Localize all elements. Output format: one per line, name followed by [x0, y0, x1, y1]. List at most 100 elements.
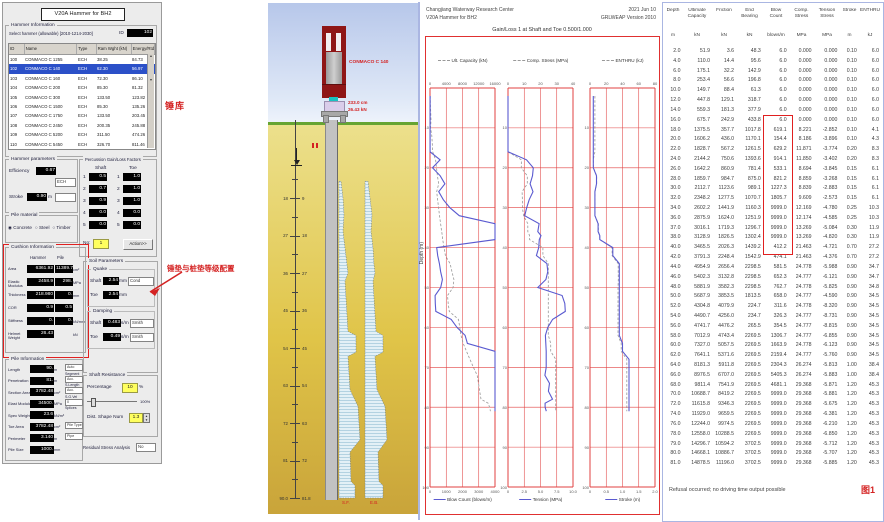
hammer-row[interactable]: 106 CONMACO C 1500 ECH 85.30 135.26: [9, 102, 155, 111]
hammer-cell: 38.25: [97, 57, 108, 62]
damping-combo-1[interactable]: Smith: [130, 319, 154, 328]
scale-minor-tick: [292, 329, 298, 331]
dist-shape-spinner[interactable]: ▲ ▼: [143, 413, 150, 423]
damping-shaft-field[interactable]: 0.483: [103, 319, 121, 327]
hammer-col-1: Name: [25, 44, 78, 54]
pileinfo-field[interactable]: 90.: [30, 365, 54, 373]
pileinfo-combo[interactable]: Acc.: [65, 375, 83, 383]
stroke-field[interactable]: 0.90: [27, 193, 47, 201]
cushion-hammer-field[interactable]: 6361.92: [27, 265, 54, 273]
results-cell: 1393.6: [744, 155, 761, 162]
gl-shaft-field[interactable]: 0.7: [89, 185, 107, 193]
pileinfo-combo[interactable]: Pile Type: [65, 421, 83, 429]
cushion-hammer-field[interactable]: 218.980: [27, 291, 54, 299]
residual-value[interactable]: No: [136, 443, 156, 452]
hammer-cell: ECH: [78, 94, 88, 100]
scale-tick: [290, 460, 300, 462]
bottom-axis-tick-label: 7.5: [553, 489, 560, 494]
gl-toe-index: 3: [117, 199, 120, 204]
results-cell: 1277.5: [718, 195, 735, 202]
pileinfo-combo[interactable]: Pipe: [65, 433, 83, 440]
damping-toe-field[interactable]: 0.49: [103, 333, 121, 341]
pileinfo-field[interactable]: 23.6: [30, 411, 54, 419]
pileinfo-combo[interactable]: Auto: [65, 364, 83, 371]
hammer-row[interactable]: 102 CONMACO C 140 ECH 62.30 56.97: [9, 64, 155, 74]
stroke-combo[interactable]: [55, 193, 76, 202]
hammer-table-scrollbar[interactable]: ▲ ▼: [147, 54, 154, 148]
gl-shaft-field[interactable]: 0.0: [89, 209, 107, 217]
pileinfo-field[interactable]: 34500.: [30, 399, 54, 408]
pileinfo-combo[interactable]: 0: [65, 398, 83, 406]
hammer-cell: CONMACO C 300: [25, 94, 61, 100]
hammer-row[interactable]: 107 CONMACO C 1750 ECH 133.50 203.45: [9, 111, 155, 120]
gl-toe-field[interactable]: 1.0: [123, 185, 141, 193]
gl-toe-field[interactable]: 0.0: [123, 209, 141, 217]
cushion-hammer-field[interactable]: 0.: [27, 317, 54, 325]
pileinfo-field[interactable]: 3782.48: [30, 388, 54, 396]
gl-shaft-field[interactable]: 0.5: [89, 173, 107, 181]
results-cell: 8.3: [871, 146, 879, 153]
hammer-row[interactable]: 104 CONMACO C 200 ECH 85.30 81.32: [9, 83, 155, 92]
quake-combo[interactable]: Cond: [128, 277, 154, 286]
hammer-id-field[interactable]: 102: [127, 29, 153, 37]
pileinfo-combo[interactable]: Acc.: [65, 387, 83, 394]
efficiency-field[interactable]: 0.67: [36, 167, 56, 175]
percentage-slider-track[interactable]: [87, 401, 137, 402]
hammer-row[interactable]: 110 CONMACO C 5450 ECH 326.70 811.46: [9, 140, 155, 149]
hammer-row[interactable]: 109 CONMACO C 5200 ECH 311.50 474.26: [9, 130, 155, 139]
pileinfo-field[interactable]: 3.140: [30, 434, 54, 442]
action-button[interactable]: Action>>: [123, 239, 153, 250]
radio-steel[interactable]: ○ Steel: [34, 225, 50, 230]
gl-toe-field[interactable]: 1.0: [123, 173, 141, 181]
damping-combo-2[interactable]: Smith: [130, 333, 154, 342]
scale-tick: [290, 273, 300, 274]
results-cell: 20.0: [670, 136, 681, 143]
cushion-pile-field[interactable]: 0.5: [55, 304, 73, 312]
legend-bottom: Stroke (m): [604, 497, 640, 502]
quake-shaft-field[interactable]: 2.54: [103, 277, 119, 285]
depth-axis-tick-label: 80: [584, 404, 589, 410]
gl-toe-field[interactable]: 1.0: [123, 197, 141, 205]
results-cell: 0.000: [798, 67, 812, 74]
hammer-row[interactable]: 100 CONMACO C 1255 ECH 38.25 84.73: [9, 55, 155, 64]
results-cell: 45.3: [868, 430, 879, 437]
results-cell: 1441.9: [718, 205, 735, 211]
cushion-pile-field[interactable]: 0.: [55, 291, 73, 299]
helmet-leg-right: [340, 114, 346, 123]
radio-timber[interactable]: ○ Timber: [52, 225, 71, 230]
depth-axis-tick-label: 40: [502, 245, 507, 251]
hammer-type-combo[interactable]: ECH: [55, 178, 76, 187]
results-cell: 6.0: [673, 67, 681, 74]
gl-no-field[interactable]: 1: [93, 239, 109, 249]
cushion-pile-field[interactable]: 0.: [55, 317, 73, 325]
pileinfo-unit: MPa: [54, 402, 62, 406]
cushion-hammer-field[interactable]: 2458.9: [27, 278, 54, 286]
cushion-pile-field[interactable]: 298.: [55, 278, 73, 286]
results-cell: 5402.3: [694, 273, 711, 280]
gl-shaft-field[interactable]: 0.9: [89, 197, 107, 205]
results-cell: 0.10: [846, 48, 857, 54]
cushion-pile-field[interactable]: 11389.7: [55, 265, 73, 273]
hammer-cell: 311.50: [97, 132, 110, 138]
cushion-hammer-field[interactable]: 0.9: [27, 304, 54, 312]
cushion-hammer-field[interactable]: 26.43: [27, 330, 54, 338]
dialog-title-input[interactable]: V20A Hammer for BH2: [41, 8, 125, 21]
hammer-row[interactable]: 105 CONMACO C 300 ECH 133.50 123.82: [9, 93, 155, 102]
pileinfo-field[interactable]: 3782.48: [30, 422, 54, 431]
gl-toe-field[interactable]: 0.0: [123, 221, 141, 229]
pileinfo-field[interactable]: 1000.: [30, 445, 54, 454]
results-cell: 6.1: [871, 175, 879, 182]
depth-axis-tick-label: 100: [422, 484, 429, 490]
quake-toe-field[interactable]: 2.54: [103, 291, 119, 299]
pile-info-group: Pile Information: [5, 356, 83, 461]
gl-shaft-field[interactable]: 0.0: [89, 221, 107, 229]
hammer-row[interactable]: 103 CONMACO C 160 ECH 72.30 86.10: [9, 74, 155, 83]
pileinfo-extra: Splices: [65, 406, 77, 410]
pileinfo-field[interactable]: 81.: [30, 376, 54, 385]
percentage-slider-thumb[interactable]: [91, 398, 96, 407]
percentage-field[interactable]: 10: [122, 383, 138, 393]
hammer-row[interactable]: 108 CONMACO C 2450 ECH 200.35 245.88: [9, 121, 155, 130]
radio-concrete[interactable]: ◉ Concrete: [8, 225, 32, 230]
hammer-database-table[interactable]: ID Name Type Ram Wght (kN) Energy/Rtd 100 CON…: [8, 43, 156, 150]
dist-shape-field[interactable]: 1.3: [129, 413, 143, 423]
